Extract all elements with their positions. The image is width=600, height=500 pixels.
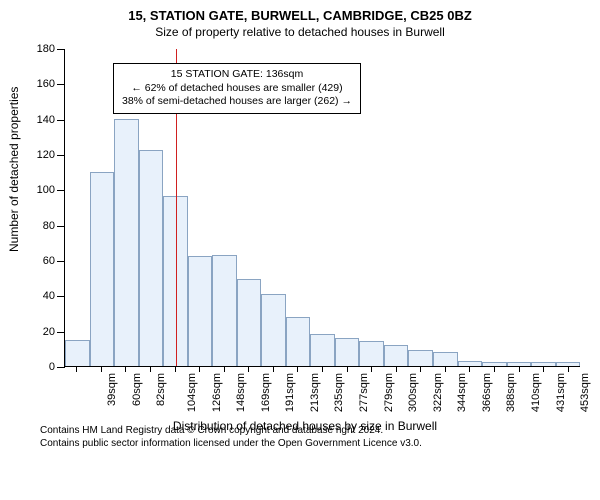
- x-tick: [322, 367, 323, 372]
- y-tick-label: 160: [37, 78, 65, 90]
- x-tick: [469, 367, 470, 372]
- x-tick-label: 410sqm: [530, 373, 542, 412]
- y-axis-label: Number of detached properties: [7, 87, 21, 252]
- x-tick-label: 453sqm: [579, 373, 591, 412]
- x-ticks: 39sqm 60sqm 82sqm 104sqm 126sqm 148sqm 169sqm 1…: [64, 367, 580, 415]
- title-main: 15, STATION GATE, BURWELL, CAMBRIDGE, CB…: [10, 8, 590, 23]
- chart-header: 15, STATION GATE, BURWELL, CAMBRIDGE, CB…: [10, 8, 590, 39]
- x-tick-label: 388sqm: [506, 373, 518, 412]
- histogram-bar: [335, 338, 360, 366]
- x-tick-label: 39sqm: [106, 373, 118, 406]
- x-tick-label: 235sqm: [334, 373, 346, 412]
- histogram-bar: [556, 362, 581, 366]
- x-tick: [175, 367, 176, 372]
- histogram-bar: [531, 362, 556, 366]
- x-tick-label: 60sqm: [131, 373, 143, 406]
- x-tick-label: 148sqm: [235, 373, 247, 412]
- x-tick-label: 279sqm: [383, 373, 395, 412]
- x-tick: [347, 367, 348, 372]
- y-tick-label: 60: [43, 255, 65, 267]
- annotation-box: 15 STATION GATE: 136sqm ← 62% of detache…: [113, 63, 361, 114]
- y-tick-label: 40: [43, 290, 65, 302]
- chart-container: Number of detached properties 0204060801…: [20, 43, 590, 423]
- x-tick: [76, 367, 77, 372]
- x-tick: [445, 367, 446, 372]
- x-tick: [568, 367, 569, 372]
- x-tick: [101, 367, 102, 372]
- histogram-bar: [408, 350, 433, 366]
- histogram-bar: [482, 362, 507, 366]
- x-tick: [224, 367, 225, 372]
- histogram-bar: [458, 361, 483, 366]
- y-tick-label: 100: [37, 184, 65, 196]
- histogram-bar: [507, 362, 532, 366]
- annotation-line2: ← 62% of detached houses are smaller (42…: [122, 82, 352, 96]
- histogram-bar: [359, 341, 384, 366]
- x-axis-label: Distribution of detached houses by size …: [20, 419, 590, 433]
- histogram-bar: [310, 334, 335, 366]
- y-tick-label: 20: [43, 326, 65, 338]
- histogram-bar: [188, 256, 213, 366]
- histogram-bar: [433, 352, 458, 366]
- y-tick-label: 0: [49, 361, 65, 373]
- x-tick: [273, 367, 274, 372]
- x-tick-label: 213sqm: [309, 373, 321, 412]
- x-tick-label: 82sqm: [155, 373, 167, 406]
- x-tick: [543, 367, 544, 372]
- x-tick: [371, 367, 372, 372]
- histogram-bar: [384, 345, 409, 366]
- x-tick: [297, 367, 298, 372]
- x-tick-label: 366sqm: [481, 373, 493, 412]
- x-tick-label: 322sqm: [432, 373, 444, 412]
- histogram-bar: [237, 279, 262, 366]
- x-tick-label: 169sqm: [260, 373, 272, 412]
- histogram-bar: [261, 294, 286, 366]
- histogram-bar: [212, 255, 237, 366]
- x-tick: [494, 367, 495, 372]
- x-tick-label: 191sqm: [284, 373, 296, 412]
- x-tick: [519, 367, 520, 372]
- y-tick-label: 140: [37, 114, 65, 126]
- annotation-line3: 38% of semi-detached houses are larger (…: [122, 95, 352, 109]
- x-tick-label: 300sqm: [407, 373, 419, 412]
- x-tick-label: 104sqm: [186, 373, 198, 412]
- plot-area: 020406080100120140160180 15 STATION GATE…: [64, 49, 580, 367]
- x-tick: [125, 367, 126, 372]
- annotation-line1: 15 STATION GATE: 136sqm: [122, 68, 352, 82]
- x-tick: [199, 367, 200, 372]
- x-tick: [420, 367, 421, 372]
- histogram-bar: [286, 317, 311, 366]
- title-sub: Size of property relative to detached ho…: [10, 25, 590, 39]
- x-tick-label: 344sqm: [456, 373, 468, 412]
- x-tick: [396, 367, 397, 372]
- histogram-bar: [65, 340, 90, 367]
- histogram-bar: [114, 119, 139, 366]
- x-tick: [248, 367, 249, 372]
- histogram-bar: [139, 150, 164, 366]
- y-tick-label: 180: [37, 43, 65, 55]
- footer-line2: Contains public sector information licen…: [40, 438, 590, 451]
- x-tick-label: 431sqm: [555, 373, 567, 412]
- y-tick-label: 80: [43, 220, 65, 232]
- histogram-bar: [90, 172, 115, 366]
- x-tick-label: 126sqm: [211, 373, 223, 412]
- x-tick-label: 277sqm: [358, 373, 370, 412]
- y-tick-label: 120: [37, 149, 65, 161]
- x-tick: [150, 367, 151, 372]
